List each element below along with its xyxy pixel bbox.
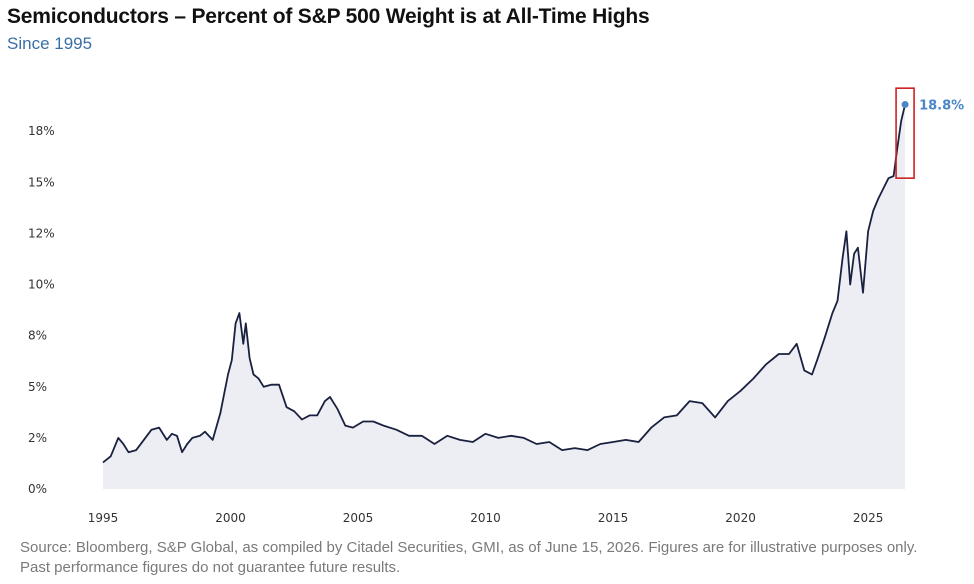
y-tick-label: 12%	[28, 226, 55, 240]
x-tick-label: 2010	[470, 511, 501, 525]
annotations: 18.8%	[895, 87, 964, 179]
x-axis: 1995 2000 2005 2010 2015 2020 2025	[88, 511, 884, 525]
y-tick-label: 18%	[28, 124, 55, 138]
x-tick-label: 2020	[725, 511, 756, 525]
end-value-label: 18.8%	[919, 99, 964, 114]
x-tick-label: 2025	[853, 511, 884, 525]
highlight-box	[895, 87, 915, 179]
source-note: Source: Bloomberg, S&P Global, as compil…	[20, 539, 918, 576]
y-tick-label: 2%	[28, 431, 47, 445]
semiconductor-weight-chart: 0% 2% 5% 8% 10% 12% 15% 18% 1995 2000 2005 2010 201…	[28, 87, 964, 525]
x-tick-label: 2015	[598, 511, 629, 525]
y-tick-label: 15%	[28, 175, 55, 189]
x-tick-label: 2000	[215, 511, 246, 525]
y-tick-label: 5%	[28, 380, 47, 394]
chart-subtitle: Since 1995	[7, 34, 93, 53]
y-tick-label: 8%	[28, 329, 47, 343]
series-line	[102, 104, 906, 464]
x-tick-label: 2005	[343, 511, 374, 525]
plot-area	[102, 104, 906, 489]
y-axis: 0% 2% 5% 8% 10% 12% 15% 18%	[28, 124, 55, 496]
y-tick-label: 0%	[28, 482, 47, 496]
x-tick-label: 1995	[88, 511, 119, 525]
y-tick-label: 10%	[28, 278, 55, 292]
series-area	[103, 104, 906, 489]
chart-title: Semiconductors – Percent of S&P 500 Weig…	[7, 5, 650, 28]
end-point-marker	[901, 101, 909, 109]
